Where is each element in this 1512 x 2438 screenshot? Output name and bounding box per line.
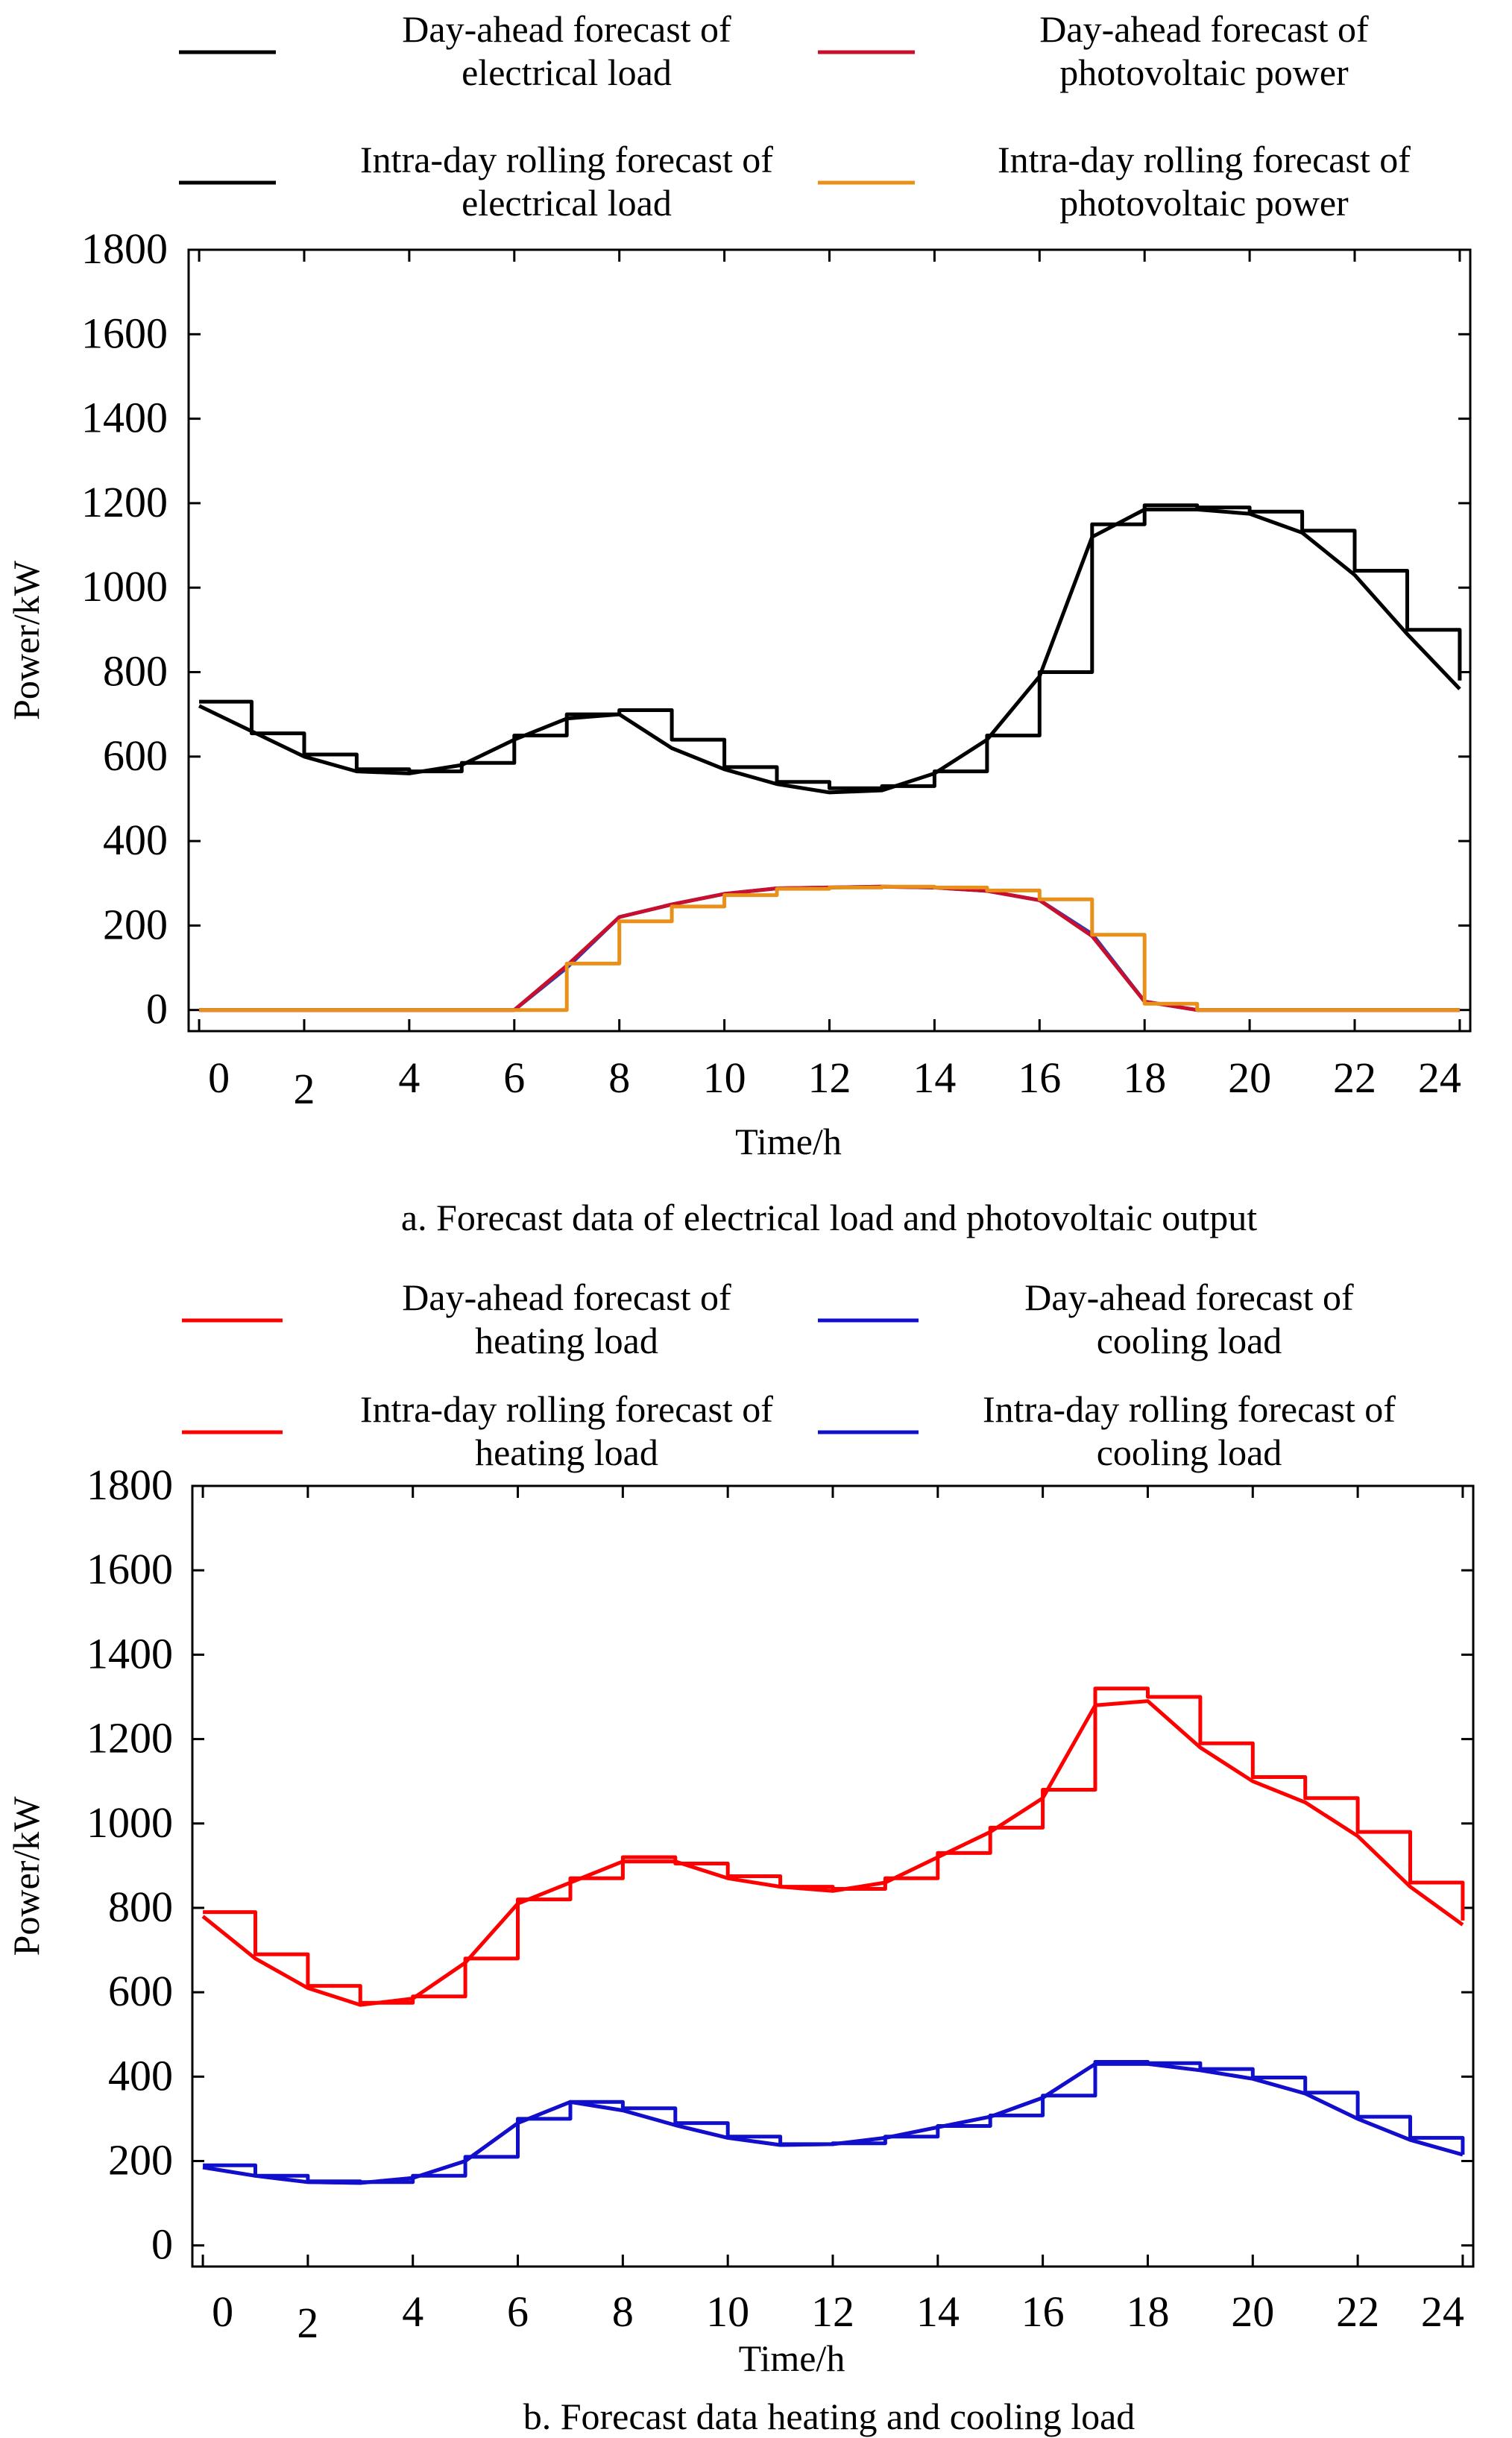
x-tick-label: 24 bbox=[1418, 1053, 1461, 1102]
y-tick-label: 600 bbox=[103, 731, 168, 780]
y-tick-label: 400 bbox=[103, 816, 168, 864]
y-tick-label: 800 bbox=[103, 646, 168, 695]
y-tick-label: 400 bbox=[108, 2051, 173, 2100]
legend-entry: Intra-day rolling forecast ofphotovoltai… bbox=[818, 139, 1411, 224]
y-tick-label: 600 bbox=[108, 1967, 173, 2015]
y-tick-label: 1800 bbox=[81, 224, 168, 273]
x-tick-label: 14 bbox=[913, 1053, 956, 1102]
figure-caption: a. Forecast data of electrical load and … bbox=[401, 1197, 1257, 1238]
legend-label: Day-ahead forecast of bbox=[1039, 8, 1369, 50]
y-tick-label: 1400 bbox=[81, 394, 168, 442]
plot-frame bbox=[187, 248, 1472, 1033]
legend-label: Day-ahead forecast of bbox=[1024, 1276, 1354, 1318]
x-tick-label: 12 bbox=[811, 2287, 854, 2336]
legend-label: Day-ahead forecast of bbox=[402, 8, 731, 50]
x-tick-label: 20 bbox=[1228, 1053, 1271, 1102]
legend-label: heating load bbox=[475, 1320, 658, 1361]
x-axis-label: Time/h bbox=[739, 2337, 845, 2379]
figure-caption: b. Forecast data heating and cooling loa… bbox=[523, 2396, 1135, 2437]
x-tick-label: 4 bbox=[398, 1053, 420, 1102]
series-line bbox=[199, 884, 1460, 1012]
y-tick-label: 1400 bbox=[86, 1629, 173, 1678]
x-tick-label: 18 bbox=[1126, 2287, 1169, 2336]
series-line bbox=[199, 503, 1462, 790]
y-tick-label: 0 bbox=[146, 985, 168, 1033]
legend-label: photovoltaic power bbox=[1059, 182, 1349, 224]
legend-label: Day-ahead forecast of bbox=[402, 1276, 731, 1318]
x-tick-label: 2 bbox=[297, 2299, 318, 2347]
legend-label: heating load bbox=[475, 1431, 658, 1473]
x-axis-label: Time/h bbox=[735, 1121, 842, 1162]
x-tick-label: 16 bbox=[1021, 2287, 1065, 2336]
y-tick-label: 1200 bbox=[86, 1714, 173, 1763]
x-tick-label: 22 bbox=[1336, 2287, 1379, 2336]
x-tick-label: 6 bbox=[503, 1053, 525, 1102]
x-tick-label: 22 bbox=[1333, 1053, 1376, 1102]
series-line bbox=[203, 1686, 1465, 2005]
y-tick-label: 0 bbox=[151, 2220, 173, 2269]
legend-label: Intra-day rolling forecast of bbox=[360, 139, 773, 180]
x-tick-label: 10 bbox=[706, 2287, 749, 2336]
legend-label: cooling load bbox=[1097, 1431, 1282, 1473]
series-line bbox=[202, 2061, 1464, 2185]
y-tick-label: 1000 bbox=[81, 562, 168, 611]
y-tick-label: 200 bbox=[108, 2136, 173, 2185]
x-tick-label: 0 bbox=[212, 2287, 233, 2336]
y-tick-label: 200 bbox=[103, 900, 168, 948]
x-tick-label: 8 bbox=[612, 2287, 634, 2336]
x-tick-label: 0 bbox=[208, 1053, 230, 1102]
y-tick-label: 1600 bbox=[86, 1545, 173, 1593]
y-tick-label: 800 bbox=[108, 1883, 173, 1931]
x-tick-label: 2 bbox=[293, 1065, 315, 1113]
legend-label: Intra-day rolling forecast of bbox=[360, 1388, 773, 1430]
x-tick-label: 24 bbox=[1421, 2287, 1464, 2336]
x-tick-label: 18 bbox=[1123, 1053, 1166, 1102]
y-tick-label: 1600 bbox=[81, 309, 168, 357]
legend-entry: Intra-day rolling forecast ofelectrical … bbox=[179, 139, 773, 224]
x-tick-label: 20 bbox=[1231, 2287, 1274, 2336]
series-line bbox=[199, 884, 1460, 1012]
y-axis-label: Power/kW bbox=[5, 1796, 47, 1956]
x-tick-label: 10 bbox=[703, 1053, 746, 1102]
legend-label: photovoltaic power bbox=[1059, 51, 1349, 93]
legend-label: Intra-day rolling forecast of bbox=[998, 139, 1411, 180]
legend-label: cooling load bbox=[1097, 1320, 1282, 1361]
series-line bbox=[199, 884, 1460, 1012]
series-line bbox=[198, 507, 1461, 795]
y-tick-label: 1200 bbox=[81, 478, 168, 526]
series-line bbox=[203, 2060, 1465, 2185]
legend-label: electrical load bbox=[462, 182, 672, 224]
x-tick-label: 8 bbox=[608, 1053, 630, 1102]
series-line bbox=[201, 1699, 1464, 2007]
legend-label: electrical load bbox=[462, 51, 672, 93]
x-tick-label: 16 bbox=[1018, 1053, 1061, 1102]
y-axis-label: Power/kW bbox=[5, 560, 47, 720]
y-tick-label: 1000 bbox=[86, 1798, 173, 1847]
x-tick-label: 6 bbox=[507, 2287, 529, 2336]
x-tick-label: 14 bbox=[916, 2287, 960, 2336]
x-tick-label: 12 bbox=[808, 1053, 851, 1102]
plot-frame bbox=[191, 1484, 1475, 2268]
x-tick-label: 4 bbox=[402, 2287, 423, 2336]
series-line bbox=[202, 2061, 1464, 2185]
legend-label: Intra-day rolling forecast of bbox=[983, 1388, 1396, 1430]
y-tick-label: 1800 bbox=[86, 1461, 173, 1509]
